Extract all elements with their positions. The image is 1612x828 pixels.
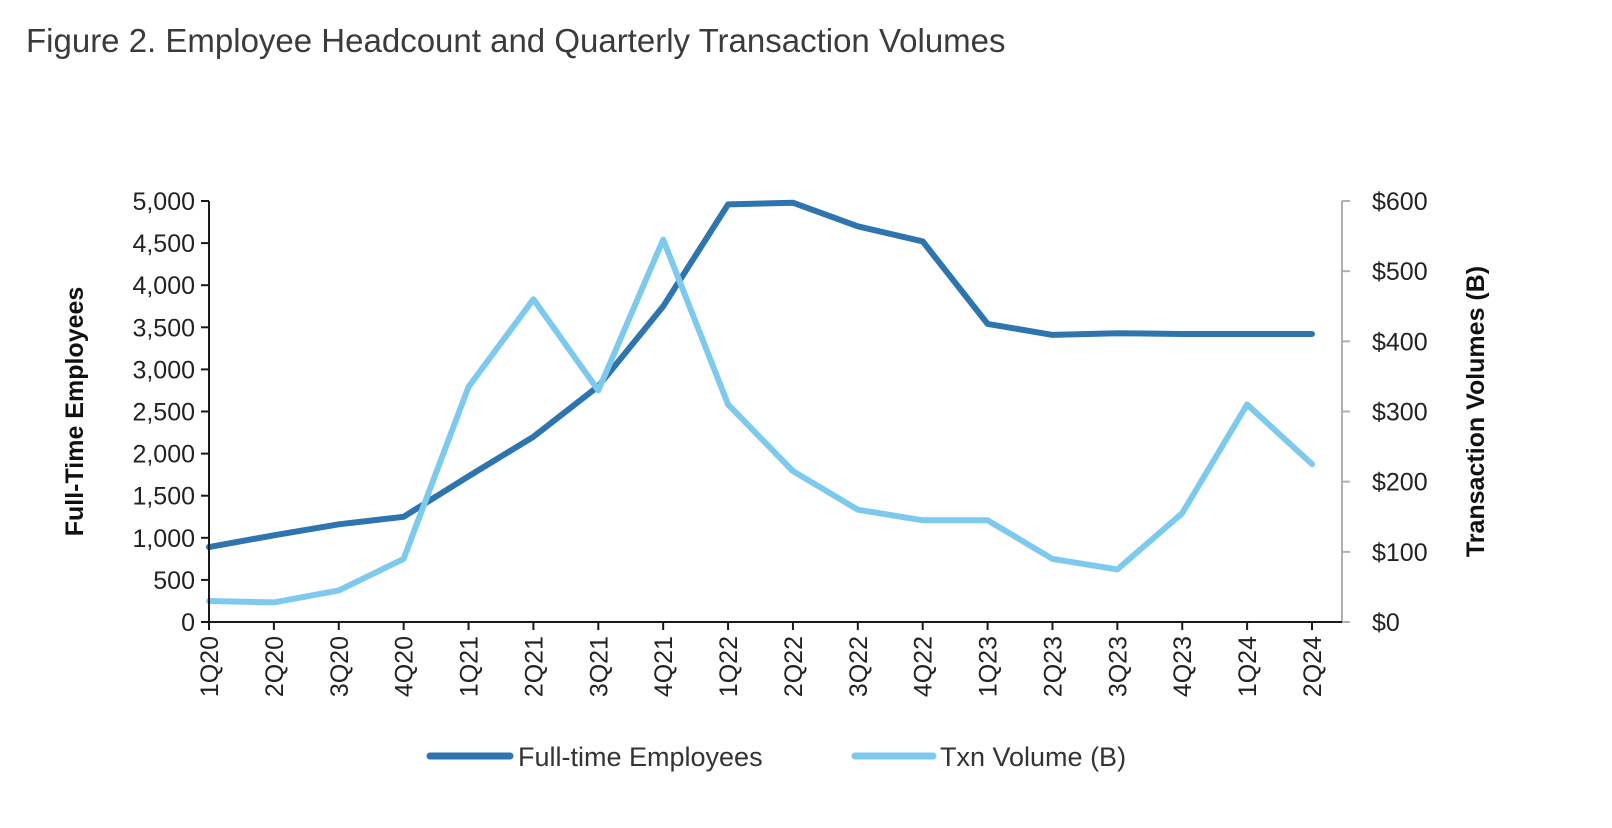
right-tick-label: $600 <box>1372 188 1428 216</box>
x-tick-label: 2Q23 <box>1039 636 1067 697</box>
right-tick-label: $400 <box>1372 328 1428 356</box>
x-tick-label: 2Q21 <box>520 636 548 697</box>
x-tick-label: 1Q20 <box>196 636 224 697</box>
x-tick-label: 3Q23 <box>1104 636 1132 697</box>
x-tick-label: 4Q22 <box>910 636 938 697</box>
left-tick-label: 2,000 <box>132 441 195 469</box>
left-tick-label: 3,500 <box>132 314 195 342</box>
legend-label: Txn Volume (B) <box>940 742 1126 772</box>
left-tick-label: 5,000 <box>132 188 195 216</box>
x-tick-label: 3Q22 <box>845 636 873 697</box>
right-axis-ticks: $0 $100 $200 $300 $400 $500 $600 <box>1342 188 1428 637</box>
x-tick-label: 2Q22 <box>780 636 808 697</box>
legend: Full-time Employees Txn Volume (B) <box>426 742 1126 772</box>
left-tick-label: 1,000 <box>132 525 195 553</box>
series-line-employees <box>206 199 1315 551</box>
x-axis-ticks: 1Q20 2Q20 3Q20 4Q20 1Q21 2Q21 3Q21 4Q21 1Q22 2Q22… <box>196 622 1327 697</box>
legend-label: Full-time Employees <box>518 742 763 772</box>
right-tick-label: $500 <box>1372 258 1428 286</box>
figure-title: Figure 2. Employee Headcount and Quarter… <box>26 22 1006 59</box>
right-tick-label: $100 <box>1372 539 1428 567</box>
left-tick-label: 2,500 <box>132 399 195 427</box>
right-tick-label: $200 <box>1372 469 1428 497</box>
x-tick-label: 1Q22 <box>715 636 743 697</box>
left-axis-title: Full-Time Employees <box>61 287 89 537</box>
left-tick-label: 3,000 <box>132 356 195 384</box>
x-tick-label: 1Q21 <box>456 636 484 697</box>
series-lines <box>206 199 1315 606</box>
series-line-txn-volume <box>206 236 1315 606</box>
left-tick-label: 4,500 <box>132 230 195 258</box>
left-tick-label: 4,000 <box>132 272 195 300</box>
axis-titles: Full-Time Employees Transaction Volumes (… <box>61 266 1490 557</box>
right-tick-label: $300 <box>1372 399 1428 427</box>
x-tick-label: 3Q21 <box>585 636 613 697</box>
x-tick-label: 3Q20 <box>326 636 354 697</box>
x-tick-label: 1Q23 <box>975 636 1003 697</box>
left-axis-ticks: 0 500 1,000 1,500 2,000 2,500 3,000 3,500 4,000 4… <box>132 188 209 637</box>
x-tick-label: 1Q24 <box>1234 636 1262 697</box>
left-tick-label: 0 <box>181 609 195 637</box>
x-tick-label: 2Q20 <box>261 636 289 697</box>
x-tick-label: 4Q23 <box>1169 636 1197 697</box>
left-tick-label: 500 <box>153 567 195 595</box>
left-tick-label: 1,500 <box>132 483 195 511</box>
x-tick-label: 4Q21 <box>650 636 678 697</box>
right-tick-label: $0 <box>1372 609 1400 637</box>
x-tick-label: 2Q24 <box>1299 636 1327 697</box>
axes <box>208 201 1343 623</box>
x-tick-label: 4Q20 <box>391 636 419 697</box>
right-axis-title: Transaction Volumes (B) <box>1462 266 1490 557</box>
